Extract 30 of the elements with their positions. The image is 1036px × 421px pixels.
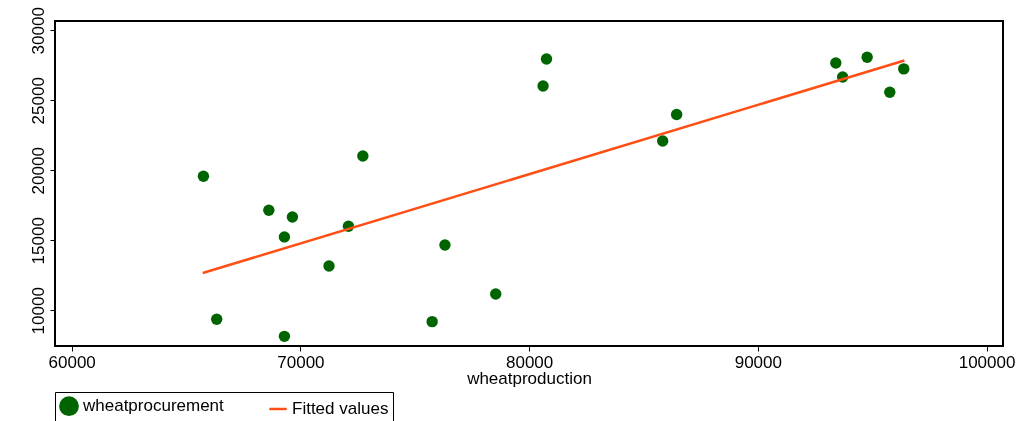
x-tick-label: 100000 (958, 352, 1016, 372)
y-tick-label: 25000 (28, 77, 48, 125)
point (263, 204, 275, 216)
point (439, 239, 451, 251)
point (286, 211, 299, 223)
point (211, 313, 223, 325)
point (278, 231, 291, 243)
point (898, 63, 910, 75)
point (490, 288, 502, 300)
x-tick-label: 60000 (48, 352, 96, 372)
y-tick-label: 15000 (28, 217, 48, 265)
point (656, 135, 669, 147)
point (830, 57, 842, 69)
point (537, 80, 549, 92)
point (197, 170, 210, 182)
point (426, 315, 438, 328)
x-tick-label: 70000 (277, 352, 325, 372)
y-tick-label: 30000 (28, 7, 48, 55)
legend-label: wheatprocurement (82, 396, 225, 416)
x-tick-label: 90000 (734, 352, 782, 372)
point (278, 330, 291, 343)
point (357, 150, 369, 162)
legend-label: Fitted values (292, 399, 389, 418)
point (670, 108, 683, 121)
point (323, 260, 335, 272)
point (884, 86, 896, 98)
point (861, 51, 873, 63)
y-tick-label: 10000 (28, 287, 48, 335)
y-tick-label: 20000 (28, 147, 48, 195)
point (540, 53, 553, 65)
